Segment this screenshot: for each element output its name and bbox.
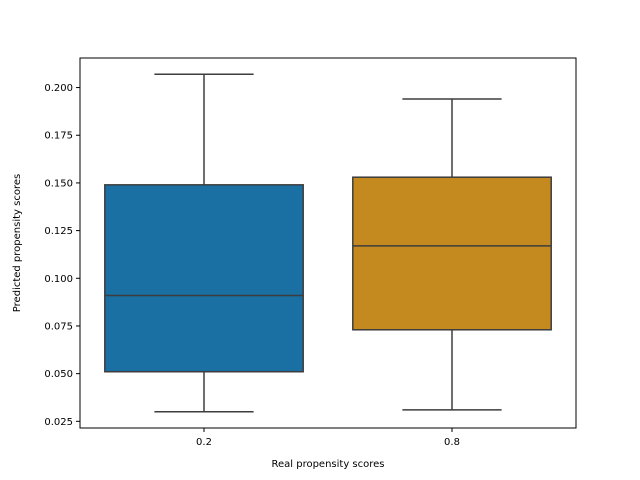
y-tick-label: 0.125 (44, 226, 73, 237)
x-axis: 0.2 0.8 (196, 428, 460, 448)
y-tick-label: 0.075 (44, 321, 73, 332)
box-group (352, 98, 552, 411)
y-tick-label: 0.100 (44, 274, 73, 285)
x-tick-label: 0.8 (444, 437, 460, 448)
box-group (104, 73, 304, 413)
x-tick-label: 0.2 (196, 437, 212, 448)
y-axis-label: Predicted propensity scores (12, 174, 23, 312)
y-tick-label: 0.025 (44, 417, 73, 428)
y-tick-label: 0.050 (44, 369, 73, 380)
boxes-layer (104, 73, 552, 413)
iqr-box (104, 184, 304, 373)
iqr-box (352, 176, 552, 331)
y-axis: 0.025 0.050 0.075 0.100 0.125 0.150 0.175 0.200 (44, 83, 80, 428)
y-tick-label: 0.150 (44, 178, 73, 189)
y-tick-label: 0.175 (44, 131, 73, 142)
x-axis-label: Real propensity scores (271, 459, 384, 470)
y-tick-label: 0.200 (44, 83, 73, 94)
